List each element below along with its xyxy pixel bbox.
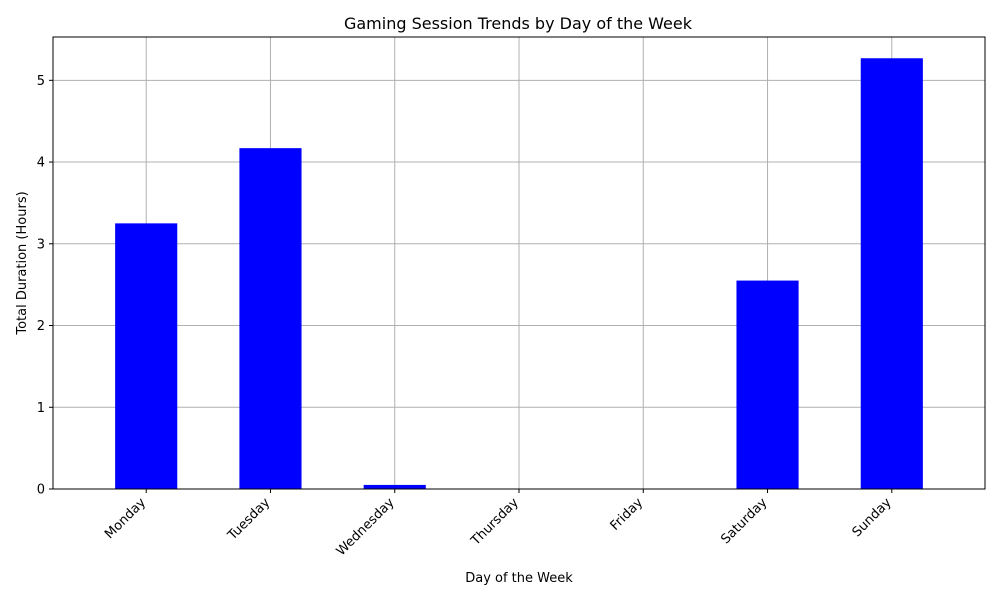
bar-tuesday — [239, 148, 302, 489]
y-tick-label: 4 — [37, 156, 45, 171]
chart-title: Gaming Session Trends by Day of the Week — [344, 14, 693, 33]
y-tick-label: 0 — [37, 483, 45, 498]
y-axis-label: Total Duration (Hours) — [15, 191, 30, 335]
y-axis-ticks: 0 1 2 3 4 5 — [37, 74, 53, 498]
y-tick-label: 1 — [37, 401, 45, 416]
y-tick-label: 3 — [37, 237, 45, 252]
bar-wednesday — [363, 484, 426, 489]
plot-frame — [52, 36, 986, 490]
bar-saturday — [736, 280, 799, 489]
y-tick-label: 2 — [37, 319, 45, 334]
bars — [115, 58, 923, 490]
y-tick-label: 5 — [37, 74, 45, 89]
bar-monday — [115, 223, 178, 490]
bar-sunday — [860, 58, 923, 490]
x-axis-label: Day of the Week — [465, 571, 573, 586]
